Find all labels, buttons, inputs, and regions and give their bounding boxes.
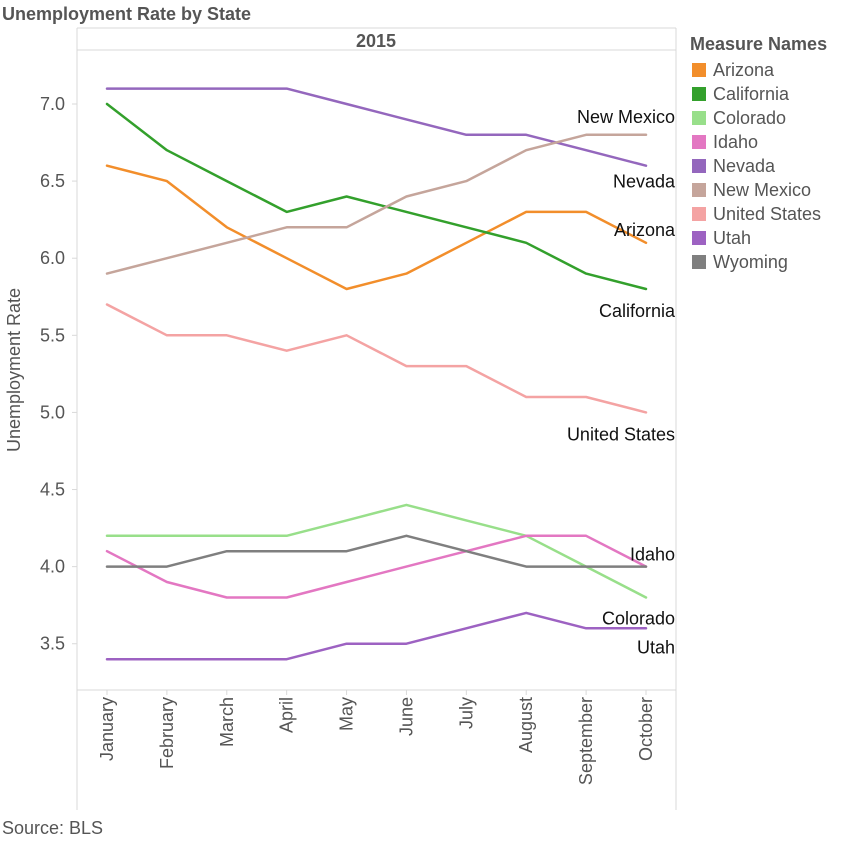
- x-tick-label: June: [396, 697, 416, 736]
- legend-label: Colorado: [713, 107, 787, 128]
- legend-swatch: [692, 87, 706, 101]
- legend-label: California: [713, 83, 790, 104]
- y-axis-label: Unemployment Rate: [4, 288, 24, 452]
- x-tick-label: September: [576, 697, 596, 785]
- end-labels: New Mexico Nevada Arizona California United …: [567, 107, 676, 657]
- source-note: Source: BLS: [2, 818, 104, 838]
- legend-label: Utah: [713, 227, 752, 248]
- y-tick-label: 3.5: [40, 634, 65, 654]
- legend-swatch: [692, 111, 706, 125]
- legend-swatch: [692, 183, 706, 197]
- x-tick-label: October: [636, 697, 656, 761]
- legend-label: Nevada: [713, 155, 776, 176]
- y-tick-label: 4.5: [40, 480, 65, 500]
- series-line-nevada: [105, 87, 648, 167]
- y-tick-label: 7.0: [40, 94, 65, 114]
- legend-label: Arizona: [713, 59, 775, 80]
- series-line-arizona: [105, 164, 648, 291]
- legend-swatch: [692, 135, 706, 149]
- end-label-colorado: Colorado: [602, 608, 675, 628]
- legend-label: United States: [713, 203, 822, 224]
- end-label-idaho: Idaho: [630, 545, 675, 565]
- series-line-utah: [105, 611, 648, 661]
- x-tick-label: May: [337, 697, 357, 731]
- x-tick-label: August: [516, 697, 536, 753]
- series-line-new-mexico: [105, 133, 648, 275]
- end-label-arizona: Arizona: [614, 220, 676, 240]
- x-tick-label: July: [456, 697, 476, 729]
- panel-header: 2015: [356, 31, 396, 51]
- y-tick-label: 6.5: [40, 171, 65, 191]
- legend-item-utah[interactable]: Utah: [692, 226, 821, 250]
- x-tick-label: January: [97, 697, 117, 761]
- legend-swatch: [692, 159, 706, 173]
- x-tick-label: February: [157, 697, 177, 769]
- series-line-colorado: [105, 503, 648, 599]
- legend-title: Measure Names: [690, 34, 828, 54]
- end-label-nevada: Nevada: [613, 172, 676, 192]
- legend-label: New Mexico: [713, 179, 812, 200]
- y-tick-label: 5.5: [40, 325, 65, 345]
- y-tick-label: 5.0: [40, 402, 65, 422]
- legend-label: Wyoming: [713, 251, 788, 272]
- end-label-united-states: United States: [567, 424, 675, 444]
- legend-item-colorado[interactable]: Colorado: [692, 106, 821, 130]
- legend: Arizona California Colorado Idaho Nevada New …: [692, 58, 821, 274]
- chart-frame: [76, 27, 677, 810]
- legend-item-united-states[interactable]: United States: [692, 202, 821, 226]
- y-tick-label: 4.0: [40, 557, 65, 577]
- x-tick-label: April: [277, 697, 297, 733]
- series-line-idaho: [105, 534, 648, 599]
- legend-swatch: [692, 63, 706, 77]
- y-tick-label: 6.0: [40, 248, 65, 268]
- x-axis-ticks: January February March April May June July Augu…: [97, 690, 656, 785]
- legend-item-arizona[interactable]: Arizona: [692, 58, 821, 82]
- legend-swatch: [692, 207, 706, 221]
- end-label-california: California: [599, 301, 676, 321]
- end-label-utah: Utah: [637, 637, 675, 657]
- legend-item-nevada[interactable]: Nevada: [692, 154, 821, 178]
- series-line-wyoming: [105, 534, 648, 568]
- legend-item-california[interactable]: California: [692, 82, 821, 106]
- series-line-united-states: [105, 303, 648, 414]
- series-lines: [105, 87, 648, 661]
- chart-title: Unemployment Rate by State: [2, 4, 252, 24]
- legend-label: Idaho: [713, 131, 759, 152]
- y-axis-ticks: 3.5 4.0 4.5 5.0 5.5 6.0 6.5 7.0: [40, 94, 77, 654]
- legend-item-idaho[interactable]: Idaho: [692, 130, 821, 154]
- legend-item-wyoming[interactable]: Wyoming: [692, 250, 821, 274]
- x-tick-label: March: [217, 697, 237, 747]
- end-label-new-mexico: New Mexico: [577, 107, 675, 127]
- legend-swatch: [692, 231, 706, 245]
- legend-item-new-mexico[interactable]: New Mexico: [692, 178, 821, 202]
- series-line-california: [105, 102, 648, 291]
- legend-swatch: [692, 255, 706, 269]
